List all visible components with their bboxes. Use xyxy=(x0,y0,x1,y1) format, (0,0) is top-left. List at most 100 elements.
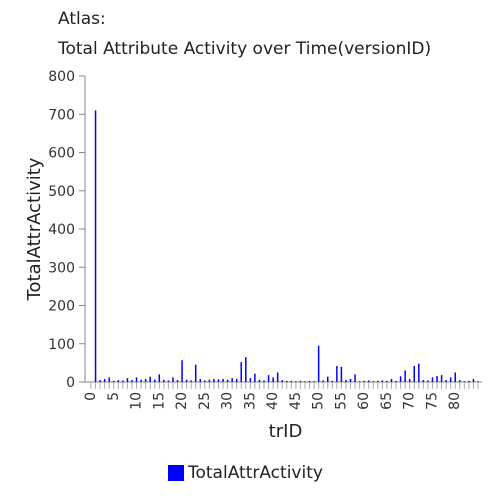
bar xyxy=(240,362,242,382)
x-tick-label: 65 xyxy=(379,392,395,410)
bar xyxy=(181,360,183,382)
bar xyxy=(290,380,293,382)
bar xyxy=(226,379,229,382)
bar xyxy=(267,375,270,382)
bar xyxy=(472,378,475,382)
y-tick-label: 400 xyxy=(48,222,75,238)
y-tick-label: 100 xyxy=(48,337,75,353)
bar xyxy=(468,380,470,382)
bar xyxy=(158,374,161,382)
x-tick-label: 55 xyxy=(333,392,349,410)
bar xyxy=(408,378,411,382)
bar xyxy=(327,376,329,382)
x-tick-label: 70 xyxy=(402,392,418,410)
bar xyxy=(331,380,334,382)
bar xyxy=(308,380,311,382)
bar xyxy=(381,380,384,382)
bar xyxy=(103,378,106,382)
bar xyxy=(222,378,224,382)
bar xyxy=(190,380,192,382)
bar xyxy=(185,379,188,382)
x-tick-label: 60 xyxy=(356,392,372,410)
bar xyxy=(313,381,315,382)
legend-label-totalattractivity: TotalAttrActivity xyxy=(188,463,323,483)
bar xyxy=(304,381,306,382)
bar xyxy=(167,380,170,382)
bar xyxy=(231,378,233,382)
bar xyxy=(113,380,115,382)
bar xyxy=(194,364,197,382)
bar xyxy=(404,370,406,382)
x-tick-label: 80 xyxy=(447,392,463,410)
y-axis-title: TotalAttrActivity xyxy=(24,157,45,301)
x-tick-label: 10 xyxy=(129,392,145,410)
bar xyxy=(208,379,211,382)
bar xyxy=(399,376,402,382)
x-tick-label: 25 xyxy=(197,392,213,410)
bar xyxy=(276,372,279,382)
y-tick-label: 200 xyxy=(48,299,75,315)
bar xyxy=(395,380,397,382)
bar xyxy=(176,380,179,382)
bar xyxy=(108,377,110,382)
x-tick-label: 75 xyxy=(424,392,440,410)
bar xyxy=(431,377,434,382)
bar xyxy=(272,377,274,382)
x-tick-label: 40 xyxy=(265,392,281,410)
bar xyxy=(149,376,151,382)
bar xyxy=(340,366,343,382)
bar xyxy=(354,374,356,382)
bar xyxy=(463,381,466,382)
bar xyxy=(449,377,452,382)
chart-title: Atlas: xyxy=(58,9,106,29)
bar xyxy=(349,378,352,382)
bar xyxy=(144,378,147,382)
bar xyxy=(363,380,365,382)
x-tick-label: 35 xyxy=(242,392,258,410)
bar xyxy=(299,380,302,382)
bar xyxy=(204,380,206,382)
bar xyxy=(131,380,133,382)
bar xyxy=(199,378,202,382)
bar xyxy=(217,379,220,382)
bar xyxy=(413,365,416,382)
x-axis-title: trID xyxy=(269,421,303,442)
bar xyxy=(126,378,129,382)
y-tick-label: 0 xyxy=(66,375,75,391)
bar xyxy=(94,110,97,383)
bar xyxy=(281,380,283,382)
bar xyxy=(286,380,288,382)
bar xyxy=(322,380,324,382)
bar xyxy=(377,380,379,382)
y-tick-label: 800 xyxy=(48,69,75,85)
x-tick-label: 45 xyxy=(288,392,304,410)
y-tick-label: 600 xyxy=(48,146,75,162)
bar xyxy=(422,380,425,382)
y-tick-label: 700 xyxy=(48,107,75,123)
bar xyxy=(172,377,174,382)
chart-subtitle: Total Attribute Activity over Time(versi… xyxy=(58,39,432,59)
bar xyxy=(295,381,297,382)
x-tick-label: 15 xyxy=(151,392,167,410)
bar xyxy=(245,357,247,382)
bar xyxy=(99,380,101,382)
x-tick-label: 30 xyxy=(220,392,236,410)
y-tick-label: 500 xyxy=(48,184,75,200)
legend-swatch xyxy=(168,465,184,481)
bar xyxy=(445,380,447,382)
bar xyxy=(135,377,138,382)
bar xyxy=(454,372,456,382)
y-tick-label: 300 xyxy=(48,260,75,276)
bar xyxy=(418,363,420,382)
bar xyxy=(163,379,165,382)
bar xyxy=(459,380,461,382)
bar xyxy=(427,380,429,382)
bar xyxy=(477,381,479,382)
bar xyxy=(122,380,124,382)
bar xyxy=(372,381,375,382)
x-tick-label: 50 xyxy=(311,392,327,410)
bar xyxy=(440,375,443,382)
bar xyxy=(345,380,347,382)
bar xyxy=(213,378,215,382)
x-tick-label: 5 xyxy=(106,392,122,401)
